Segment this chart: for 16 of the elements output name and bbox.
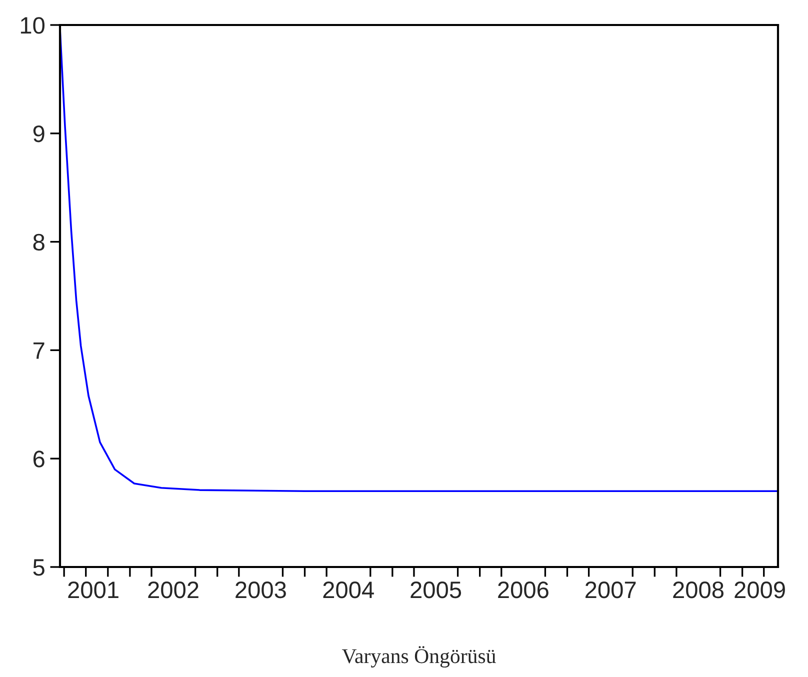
x-tick-label: 2009 bbox=[734, 582, 785, 598]
y-tick-label: 10 bbox=[20, 17, 44, 34]
x-tick-label: 2003 bbox=[236, 582, 286, 598]
y-tick-label: 9 bbox=[33, 125, 44, 142]
y-tick-label: 7 bbox=[33, 342, 44, 359]
x-tick-label: 2004 bbox=[323, 582, 374, 598]
y-tick-label: 8 bbox=[33, 234, 44, 251]
x-tick-label: 2002 bbox=[148, 582, 198, 598]
x-tick-label: 2006 bbox=[498, 582, 548, 598]
x-tick-label: 2001 bbox=[68, 582, 118, 598]
y-tick-label: 6 bbox=[33, 450, 44, 468]
x-tick-label: 2005 bbox=[410, 582, 462, 598]
x-tick-label: 2007 bbox=[586, 582, 636, 598]
x-axis-title: Varyans Öngörüsü bbox=[342, 646, 496, 668]
y-tick-label: 5 bbox=[33, 559, 44, 576]
x-tick-label: 2008 bbox=[673, 582, 724, 598]
